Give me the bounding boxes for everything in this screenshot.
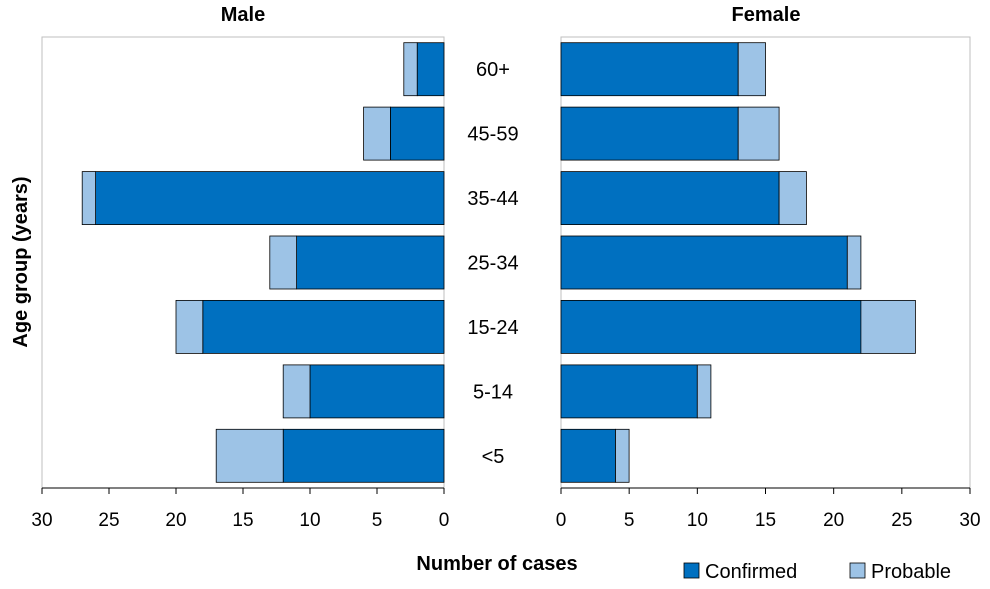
bar-female-probable-1 [737,42,766,97]
legend: Confirmed Probable [683,561,951,583]
bar-male-confirmed-4 [296,235,445,290]
bar-female-probable-6 [696,364,712,419]
bar-male-confirmed-7 [282,428,445,483]
bar-male-probable-3 [81,171,96,226]
bar-female-probable-3 [778,171,807,226]
age-group-label: 25-34 [467,253,518,275]
bar-male-confirmed-6 [309,364,445,419]
female-tick-label: 20 [823,510,844,531]
bar-female-confirmed-2 [560,106,739,161]
bar-male-confirmed-1 [416,42,445,97]
male-tick-label: 25 [98,510,119,531]
legend-swatch-confirmed [683,562,700,579]
female-tick-label: 10 [687,510,708,531]
age-group-label: 15-24 [467,317,518,339]
bar-male-confirmed-2 [389,106,445,161]
bar-male-probable-5 [175,299,204,354]
bar-female-confirmed-4 [560,235,848,290]
female-tick-label: 15 [755,510,776,531]
male-tick-label: 0 [439,510,450,531]
legend-swatch-probable [849,562,866,579]
male-panel-title: Male [221,4,265,26]
bar-male-probable-2 [363,106,391,161]
legend-label-probable: Probable [871,561,951,583]
bar-male-probable-1 [403,42,418,97]
bar-female-confirmed-1 [560,42,739,97]
bar-male-confirmed-3 [95,171,445,226]
bar-female-probable-4 [846,235,862,290]
male-tick-label: 5 [372,510,383,531]
age-group-label: 35-44 [467,188,518,210]
bar-female-probable-5 [860,299,916,354]
female-tick-label: 30 [959,510,980,531]
x-axis-label: Number of cases [416,553,577,575]
y-axis-label: Age group (years) [10,176,32,347]
age-group-label: 5-14 [473,381,513,403]
bar-female-confirmed-7 [560,428,616,483]
bar-female-confirmed-6 [560,364,698,419]
bar-male-probable-6 [282,364,311,419]
bar-male-probable-4 [269,235,297,290]
bar-male-probable-7 [215,428,284,483]
male-tick-label: 20 [165,510,186,531]
age-group-label: 60+ [476,59,510,81]
bar-female-confirmed-3 [560,171,780,226]
female-tick-label: 25 [891,510,912,531]
male-tick-label: 15 [232,510,253,531]
bar-female-confirmed-5 [560,299,862,354]
male-tick-label: 10 [299,510,320,531]
male-tick-label: 30 [31,510,52,531]
female-panel-title: Female [732,4,801,26]
age-group-label: 45-59 [467,124,518,146]
bar-male-confirmed-5 [202,299,445,354]
bar-female-probable-7 [615,428,630,483]
legend-label-confirmed: Confirmed [705,561,797,583]
age-group-label: <5 [482,446,505,468]
female-tick-label: 0 [556,510,567,531]
bar-female-probable-2 [737,106,780,161]
female-tick-label: 5 [624,510,635,531]
